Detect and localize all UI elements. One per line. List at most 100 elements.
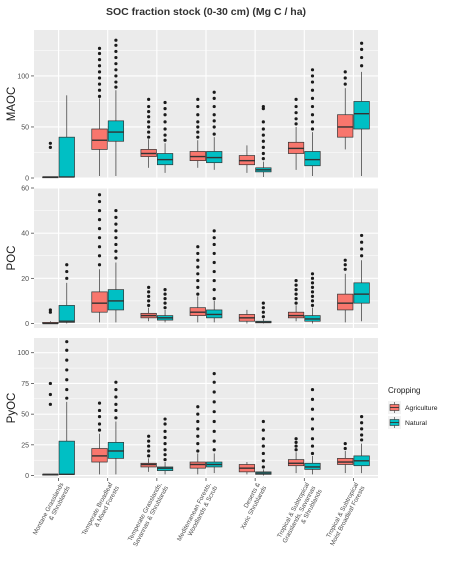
- outlier-point: [97, 236, 102, 240]
- outlier-point: [114, 222, 118, 226]
- outlier-point: [360, 254, 364, 258]
- outlier-point: [196, 405, 200, 409]
- box-natural: [304, 68, 321, 176]
- outlier-point: [261, 315, 265, 319]
- outlier-point: [163, 100, 167, 105]
- outlier-point: [212, 90, 216, 94]
- outlier-point: [360, 240, 364, 244]
- y-tick-label: 75: [21, 381, 29, 388]
- outlier-point: [163, 297, 167, 301]
- outlier-point: [114, 55, 118, 60]
- outlier-point: [147, 444, 151, 448]
- box-natural: [58, 340, 75, 476]
- outlier-point: [310, 303, 315, 308]
- x-category-label: Montane Grasslands& Shrublands: [32, 482, 72, 540]
- outlier-point: [360, 64, 364, 68]
- outlier-point: [310, 96, 315, 100]
- box-body: [58, 136, 75, 178]
- outlier-point: [48, 145, 52, 149]
- outlier-point: [310, 387, 315, 392]
- y-tick-label: 60: [21, 186, 29, 193]
- outlier-point: [196, 265, 200, 269]
- outlier-point: [114, 249, 118, 253]
- box-agriculture: [42, 381, 59, 476]
- outlier-point: [147, 290, 151, 294]
- outlier-point: [114, 43, 118, 47]
- outlier-point: [196, 97, 200, 102]
- outlier-point: [310, 437, 315, 441]
- outlier-point: [163, 422, 167, 426]
- outlier-point: [48, 392, 52, 397]
- box-body: [337, 114, 354, 138]
- outlier-point: [65, 358, 69, 362]
- outlier-point: [310, 427, 315, 431]
- outlier-point: [163, 442, 167, 446]
- outlier-point: [310, 285, 315, 289]
- box-natural: [255, 301, 272, 324]
- panel-pyoc: 0 25 50 75 100 PyOC: [6, 338, 378, 480]
- outlier-point: [114, 229, 118, 233]
- outlier-point: [163, 448, 167, 452]
- box-agriculture: [238, 462, 256, 475]
- outlier-point: [65, 378, 69, 382]
- box-body: [58, 440, 75, 475]
- box-natural: [58, 95, 75, 178]
- outlier-point: [212, 132, 216, 136]
- outlier-point: [48, 141, 52, 145]
- outlier-point: [310, 407, 315, 411]
- outlier-point: [212, 125, 216, 129]
- box-body: [304, 151, 321, 167]
- outlier-point: [196, 135, 200, 139]
- outlier-point: [360, 427, 364, 431]
- outlier-point: [310, 113, 315, 117]
- panel-label-poc: POC: [6, 246, 18, 271]
- outlier-point: [261, 139, 265, 143]
- outlier-point: [261, 151, 265, 156]
- outlier-point: [360, 438, 364, 442]
- outlier-point: [310, 272, 315, 276]
- box-natural: [206, 229, 223, 323]
- box-body: [337, 293, 354, 311]
- outlier-point: [212, 448, 216, 452]
- box-body: [107, 120, 125, 142]
- outlier-point: [310, 299, 315, 303]
- outlier-point: [261, 127, 265, 131]
- outlier-point: [212, 236, 216, 240]
- box-agriculture: [337, 70, 354, 150]
- outlier-point: [212, 260, 216, 265]
- outlier-point: [114, 416, 118, 420]
- outlier-point: [310, 88, 315, 92]
- box-agriculture: [287, 278, 305, 322]
- outlier-point: [114, 74, 118, 78]
- outlier-point: [114, 402, 118, 406]
- box-natural: [107, 38, 125, 176]
- outlier-point: [310, 120, 315, 124]
- outlier-point: [261, 104, 265, 109]
- box-body: [91, 291, 108, 313]
- box-body: [91, 128, 108, 150]
- outlier-point: [343, 267, 347, 271]
- outlier-point: [196, 292, 200, 296]
- outlier-point: [163, 301, 167, 305]
- y-tick-label: 100: [17, 350, 29, 357]
- box-natural: [156, 288, 174, 323]
- outlier-point: [114, 38, 118, 42]
- outlier-point: [261, 145, 265, 149]
- outlier-point: [97, 199, 102, 204]
- outlier-point: [310, 276, 315, 280]
- outlier-point: [294, 444, 298, 448]
- outlier-point: [147, 130, 151, 134]
- y-tick-label: 0: [25, 176, 29, 183]
- outlier-point: [97, 82, 102, 86]
- outlier-point: [294, 283, 298, 287]
- outlier-point: [163, 127, 167, 131]
- outlier-point: [196, 278, 200, 283]
- outlier-point: [212, 269, 216, 274]
- box-agriculture: [140, 285, 157, 322]
- box-agriculture: [189, 97, 206, 168]
- outlier-point: [261, 306, 265, 310]
- x-category-label: Tropical & SubtropicalMoist Broadleaf Fo…: [323, 482, 367, 547]
- outlier-point: [163, 306, 167, 310]
- outlier-point: [147, 454, 151, 458]
